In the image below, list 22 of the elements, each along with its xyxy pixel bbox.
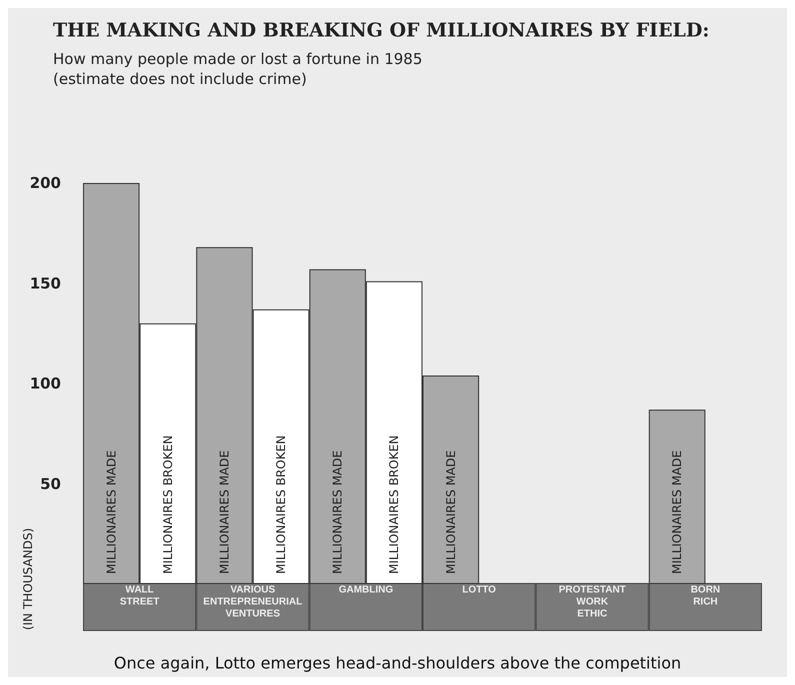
x-tick-label: BORN RICH — [690, 584, 720, 608]
chart-title: THE MAKING AND BREAKING OF MILLIONAIRES BY FIELD: — [53, 20, 710, 42]
chart-subtitle: How many people made or lost a fortune in 1985 (estimate does not include crime) — [53, 50, 422, 88]
x-tick-label: WALL STREET — [120, 584, 160, 608]
x-tick-label: PROTESTANT WORK ETHIC — [558, 584, 626, 620]
text: MILLIONAIRES MADE — [444, 450, 458, 574]
y-axis-title: (IN THOUSANDS) — [21, 528, 35, 630]
text: MILLIONAIRES BROKEN — [274, 435, 288, 574]
y-tick-label: 100 — [30, 374, 61, 392]
series-label: MILLIONAIRES BROKEN — [160, 435, 175, 574]
text: Once again, Lotto emerges head-and-shoulders above the competition — [114, 654, 682, 672]
text: MILLIONAIRES BROKEN — [387, 435, 402, 574]
x-tick-label: GAMBLING — [338, 584, 394, 596]
y-tick-label: 50 — [40, 474, 61, 493]
y-tick-label: 200 — [30, 174, 61, 192]
text: MILLIONAIRES MADE — [217, 450, 232, 574]
series-label: MILLIONAIRES MADE — [104, 450, 118, 574]
x-tick-label: LOTTO — [462, 584, 496, 596]
text: MILLIONAIRES MADE — [670, 450, 684, 574]
x-tick-label: VARIOUS ENTREPRENEURIAL VENTURES — [203, 584, 302, 620]
text: MILLIONAIRES MADE — [330, 450, 345, 574]
y-tick-label: 150 — [30, 274, 61, 292]
